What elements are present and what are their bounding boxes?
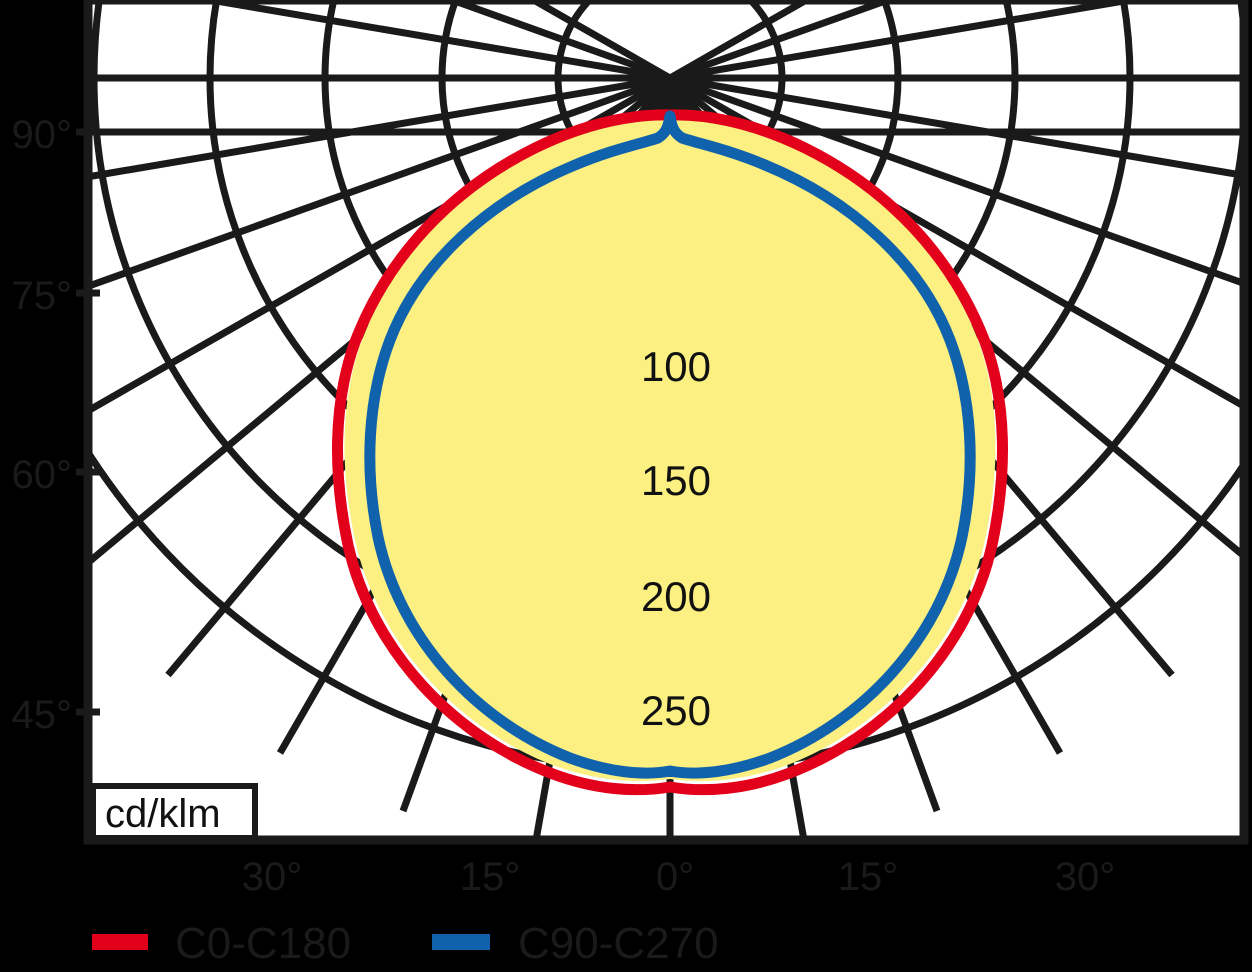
radial-label-150: 150	[641, 457, 711, 504]
intensity-fill	[344, 114, 996, 782]
polar-grid	[88, 0, 1244, 840]
radial-label-200: 200	[641, 573, 711, 620]
legend-swatch-c0-c180	[92, 934, 148, 950]
plot-border	[83, 0, 1249, 845]
unit-box: cd/klm	[90, 783, 258, 841]
legend: C0-C180 C90-C270	[92, 919, 719, 968]
bottom-tick-label-15-right: 15°	[838, 855, 899, 899]
bottom-tick-label-30-right: 30°	[1055, 855, 1116, 899]
legend-label-c0-c180: C0-C180	[175, 919, 351, 968]
radial-label-250: 250	[641, 687, 711, 734]
legend-label-c90-c270: C90-C270	[518, 919, 719, 968]
left-tick-marks	[76, 128, 100, 716]
radial-value-labels: 100 150 200 250	[627, 338, 725, 734]
legend-swatch-c90-c270	[432, 934, 490, 950]
unit-box-frame	[90, 783, 258, 841]
bottom-tick-label-30-left: 30°	[242, 855, 303, 899]
curve-c0-c180	[332, 109, 1008, 796]
bottom-tick-label-15-left: 15°	[460, 855, 521, 899]
bottom-tick-label-0: 0°	[656, 855, 694, 899]
curve-c90-c270	[364, 110, 976, 779]
unit-box-label: cd/klm	[105, 792, 221, 836]
left-tick-label-45: 45°	[12, 693, 73, 737]
left-tick-label-90: 90°	[12, 113, 73, 157]
radial-label-100: 100	[641, 343, 711, 390]
left-tick-label-75: 75°	[12, 274, 73, 318]
left-tick-label-60: 60°	[12, 453, 73, 497]
